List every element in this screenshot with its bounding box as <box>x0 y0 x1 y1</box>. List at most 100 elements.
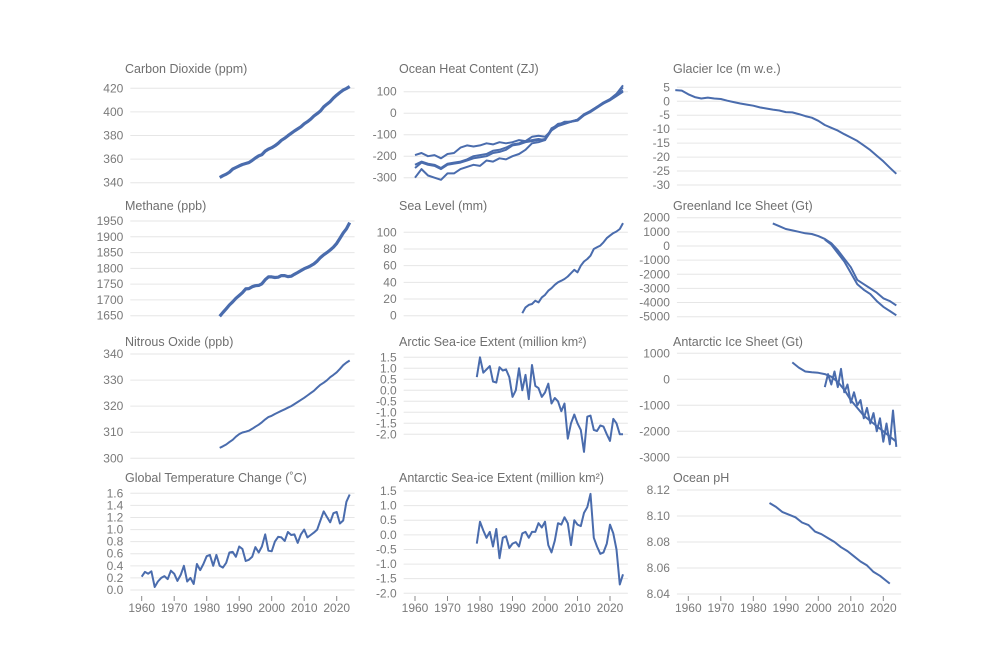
y-tick-label: 60 <box>383 259 397 273</box>
y-tick-label: 1.0 <box>380 361 397 375</box>
y-tick-label: 8.10 <box>647 509 671 523</box>
y-tick-label: -1.5 <box>376 416 397 430</box>
y-tick-label: 0.0 <box>107 583 124 597</box>
series-line-1 <box>675 89 897 175</box>
x-tick-label: 1990 <box>772 601 799 615</box>
y-tick-label: 40 <box>383 275 397 289</box>
y-tick-label: -2.0 <box>376 586 397 600</box>
y-tick-label: 0.0 <box>380 528 397 542</box>
y-tick-label: -2000 <box>639 267 670 281</box>
y-tick-label: 0.5 <box>380 513 397 527</box>
y-tick-label: 0.2 <box>107 571 124 585</box>
y-tick-label: 1000 <box>643 225 670 239</box>
y-tick-label: 1.5 <box>380 484 397 498</box>
x-tick-label: 2000 <box>258 601 285 615</box>
panel-title: Global Temperature Change (˚C) <box>125 471 307 485</box>
series-line-1 <box>219 359 351 449</box>
series-line-1 <box>521 222 624 314</box>
series-line-1 <box>772 222 897 307</box>
y-tick-label: 340 <box>103 347 123 361</box>
y-tick-label: -3000 <box>639 281 670 295</box>
panel-ocean-heat-content-zj: Ocean Heat Content (ZJ)100 0 -100 -200 -300 <box>373 62 628 185</box>
y-tick-label: 5 <box>663 80 670 94</box>
panel-title: Nitrous Oxide (ppb) <box>125 335 233 349</box>
y-tick-label: 0 <box>390 309 397 323</box>
y-tick-label: 380 <box>103 129 123 143</box>
x-tick-label: 2020 <box>323 601 350 615</box>
y-tick-label: 1800 <box>97 261 124 275</box>
y-tick-label: -3000 <box>639 450 670 464</box>
panel-title: Greenland Ice Sheet (Gt) <box>673 199 813 213</box>
y-tick-label: -20 <box>653 150 671 164</box>
y-tick-label: 1950 <box>97 214 124 228</box>
y-tick-label: 1650 <box>97 309 124 323</box>
y-tick-label: 0 <box>663 372 670 386</box>
panel-title: Methane (ppb) <box>125 199 206 213</box>
series-line-1 <box>218 221 352 318</box>
panel-sea-level-mm: Sea Level (mm)100 80 60 40 20 0 <box>377 199 628 323</box>
panel-title: Ocean Heat Content (ZJ) <box>399 62 539 76</box>
panel-antarctic-ice-sheet-gt: Antarctic Ice Sheet (Gt)1000 0 -1000 -2000 -… <box>639 335 902 464</box>
series-line-1 <box>218 85 351 179</box>
x-tick-label: 2020 <box>597 601 624 615</box>
panel-carbon-dioxide-ppm: Carbon Dioxide (ppm)420 400 380 360 340 <box>103 62 355 190</box>
panel-nitrous-oxide-ppb: Nitrous Oxide (ppb)340 330 320 310 300 <box>103 335 355 465</box>
y-tick-label: -5 <box>659 108 670 122</box>
y-tick-label: 0.5 <box>380 372 397 386</box>
panel-global-temperature-change-c: Global Temperature Change (˚C)1.61.41.21… <box>107 471 355 615</box>
y-tick-label: 80 <box>383 242 397 256</box>
panel-title: Carbon Dioxide (ppm) <box>125 62 247 76</box>
y-tick-label: -1.0 <box>376 557 397 571</box>
y-tick-label: 360 <box>103 152 123 166</box>
y-tick-label: 0 <box>390 106 397 120</box>
x-tick-label: 1970 <box>161 601 188 615</box>
series-line-1 <box>140 494 351 588</box>
series-line-3 <box>414 89 624 171</box>
y-tick-label: 300 <box>103 451 123 465</box>
x-tick-label: 1960 <box>128 601 155 615</box>
y-tick-label: -2.0 <box>376 427 397 441</box>
y-tick-label: 340 <box>103 176 123 190</box>
y-tick-label: 0.4 <box>107 559 124 573</box>
y-tick-label: 100 <box>377 225 397 239</box>
x-tick-label: 1980 <box>740 601 767 615</box>
y-tick-label: -1.0 <box>376 405 397 419</box>
series-line-2 <box>824 238 897 317</box>
panel-arctic-sea-ice-extent-million-km: Arctic Sea-ice Extent (million km²)1.51.… <box>376 335 628 453</box>
y-tick-label: -4000 <box>639 296 670 310</box>
y-tick-label: -200 <box>373 149 397 163</box>
panel-title: Antarctic Ice Sheet (Gt) <box>673 335 803 349</box>
series-line-1 <box>475 492 624 586</box>
y-tick-label: -1.5 <box>376 572 397 586</box>
y-tick-label: 0.6 <box>107 547 124 561</box>
x-tick-label: 1970 <box>707 601 734 615</box>
series-line-2 <box>823 367 898 447</box>
x-tick-label: 1960 <box>675 601 702 615</box>
y-tick-label: 100 <box>377 85 397 99</box>
y-tick-label: -0.5 <box>376 542 397 556</box>
y-tick-label: 1700 <box>97 293 124 307</box>
y-tick-label: 400 <box>103 105 123 119</box>
y-tick-label: 0.8 <box>107 535 124 549</box>
y-tick-label: 310 <box>103 425 123 439</box>
y-tick-label: 320 <box>103 399 123 413</box>
y-tick-label: 1750 <box>97 277 124 291</box>
y-tick-label: -25 <box>653 164 671 178</box>
x-tick-label: 1970 <box>434 601 461 615</box>
y-tick-label: 2000 <box>643 211 670 225</box>
series-line-1 <box>475 356 623 453</box>
y-tick-label: -15 <box>653 136 671 150</box>
panel-antarctic-sea-ice-extent-million-km: Antarctic Sea-ice Extent (million km²)1.… <box>376 471 628 615</box>
y-tick-label: 0 <box>663 94 670 108</box>
y-tick-label: -30 <box>653 178 671 192</box>
y-tick-label: 0 <box>663 239 670 253</box>
y-tick-label: -2000 <box>639 424 670 438</box>
panel-ocean-ph: Ocean pH8.12 8.10 8.08 8.06 8.04 1960 1970 1980… <box>647 471 902 615</box>
y-tick-label: -100 <box>373 128 397 142</box>
y-tick-label: 1850 <box>97 246 124 260</box>
y-tick-label: -5000 <box>639 310 670 324</box>
y-tick-label: 1900 <box>97 230 124 244</box>
y-tick-label: -0.5 <box>376 394 397 408</box>
y-tick-label: 8.04 <box>647 587 671 601</box>
